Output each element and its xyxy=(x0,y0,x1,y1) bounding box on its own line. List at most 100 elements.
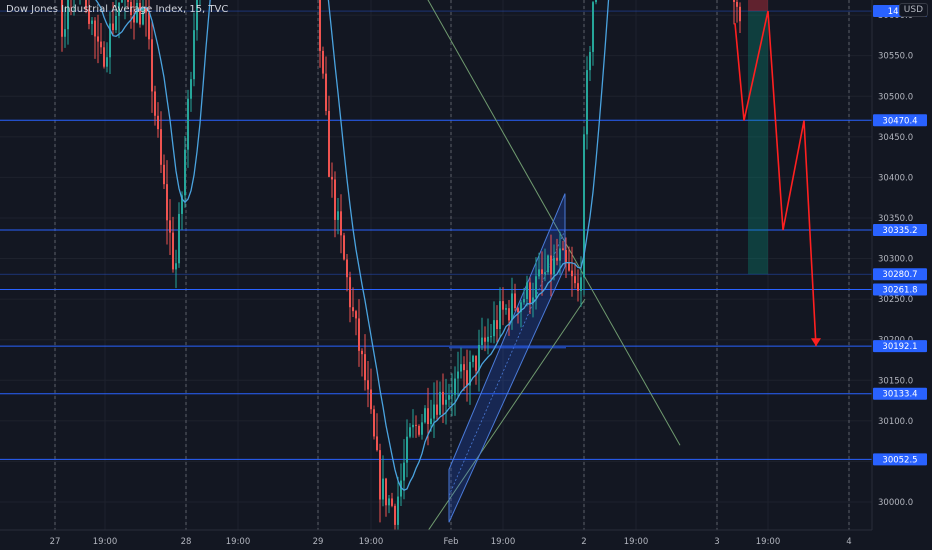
candle-body xyxy=(574,276,576,284)
candle-body xyxy=(121,0,123,3)
candle-body xyxy=(553,257,555,275)
candle-body xyxy=(472,355,474,362)
candle-body xyxy=(505,308,507,310)
candle-body xyxy=(94,20,96,37)
candle-body xyxy=(430,418,432,425)
candle-body xyxy=(352,307,354,312)
price-level-tag: 30261.8 xyxy=(882,286,917,296)
candle-body xyxy=(184,149,186,196)
candle-body xyxy=(427,408,429,425)
candle-body xyxy=(493,320,495,337)
time-tick-label: 19:00 xyxy=(226,537,251,547)
candle-body xyxy=(559,248,561,261)
price-level-lines xyxy=(0,10,872,460)
candle-body xyxy=(532,297,534,304)
time-tick-label: 4 xyxy=(846,537,851,547)
candle-body xyxy=(442,391,444,405)
price-tick-label: 30300.0 xyxy=(878,255,913,265)
candle-body xyxy=(385,478,387,506)
candle-body xyxy=(91,20,93,24)
candle-body xyxy=(322,50,324,74)
candle-body xyxy=(496,320,498,330)
candle-body xyxy=(157,115,159,130)
candle-body xyxy=(436,404,438,415)
time-axis[interactable] xyxy=(0,530,932,550)
candle-body xyxy=(355,311,357,319)
price-level-tag: 30133.4 xyxy=(882,390,917,400)
candle-body xyxy=(571,270,573,277)
candle-body xyxy=(460,364,462,372)
candle-body xyxy=(418,425,420,435)
candle-body xyxy=(85,0,87,10)
time-tick-label: 19:00 xyxy=(624,537,649,547)
time-tick-label: 19:00 xyxy=(491,537,516,547)
candle-body xyxy=(406,436,408,463)
candle-body xyxy=(160,129,162,165)
candle-body xyxy=(328,110,330,177)
candle-body xyxy=(544,272,546,275)
candle-body xyxy=(193,30,195,80)
candle-body xyxy=(187,98,189,150)
price-level-tag-bg xyxy=(873,223,927,236)
currency-button[interactable]: USD xyxy=(898,3,928,17)
candle-body xyxy=(379,450,381,500)
candle-body xyxy=(67,0,69,30)
candle-body xyxy=(106,57,108,67)
price-tag: 30280.7 xyxy=(882,270,917,280)
candle-body xyxy=(358,318,360,351)
candle-body xyxy=(364,354,366,381)
candle-body xyxy=(514,293,516,309)
candle-body xyxy=(412,424,414,428)
candle-body xyxy=(112,23,114,31)
candle-body xyxy=(484,337,486,342)
candle-body xyxy=(475,355,477,371)
candle-body xyxy=(166,184,168,221)
price-axis[interactable] xyxy=(872,0,932,530)
candle-body xyxy=(397,496,399,525)
candle-body xyxy=(175,263,177,270)
candle-body xyxy=(538,269,540,277)
candle-body xyxy=(154,91,156,116)
candle-body xyxy=(130,1,132,16)
candle-body xyxy=(142,7,144,25)
channel-midline xyxy=(448,229,566,496)
time-tick-label: 2 xyxy=(581,537,586,547)
time-tick-label: Feb xyxy=(443,537,458,547)
candle-body xyxy=(508,308,510,321)
price-tick-label: 30000.0 xyxy=(878,498,913,508)
candle-body xyxy=(478,344,480,371)
candle-body xyxy=(529,282,531,304)
time-tick-label: 19:00 xyxy=(359,537,384,547)
price-level-tag: 30192.1 xyxy=(882,342,917,352)
projection-line xyxy=(734,10,817,347)
time-tick-label: 28 xyxy=(181,537,192,547)
price-tick-label: 30500.0 xyxy=(878,92,913,102)
candle-body xyxy=(502,301,504,310)
candle-body xyxy=(454,378,456,395)
candle-body xyxy=(520,302,522,312)
candle-body xyxy=(577,283,579,291)
price-tick-label: 30450.0 xyxy=(878,133,913,143)
candle-body xyxy=(115,15,117,31)
price-tick-label: 30150.0 xyxy=(878,376,913,386)
candle-body xyxy=(511,293,513,321)
candle-body xyxy=(370,389,372,410)
candle-body xyxy=(589,51,591,71)
candle-body xyxy=(64,29,66,37)
candle-body xyxy=(526,282,528,300)
candle-body xyxy=(349,277,351,308)
trendline xyxy=(419,298,586,543)
candle-body xyxy=(469,361,471,386)
candle-body xyxy=(592,2,594,52)
candle-body xyxy=(499,301,501,330)
candle-body xyxy=(382,478,384,500)
price-tick-label: 30550.0 xyxy=(878,52,913,62)
candle-body xyxy=(451,394,453,396)
candle-body xyxy=(169,220,171,233)
candle-body xyxy=(736,1,738,7)
candle-body xyxy=(361,350,363,355)
candle-body xyxy=(103,47,105,67)
candle-body xyxy=(409,427,411,437)
candle-body xyxy=(586,70,588,135)
